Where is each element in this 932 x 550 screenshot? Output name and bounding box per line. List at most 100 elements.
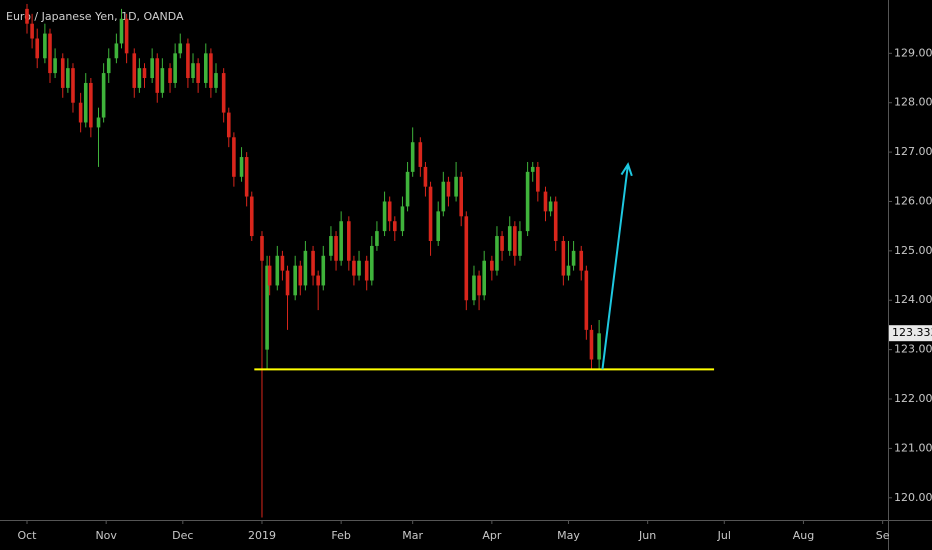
candle-body: [275, 255, 280, 286]
candle-body: [48, 33, 52, 74]
y-tick-label: 121.000: [894, 441, 932, 454]
candle-body: [321, 255, 326, 286]
x-tick-label: Aug: [793, 529, 814, 542]
candle-body: [482, 260, 486, 296]
candle-body: [35, 38, 40, 59]
x-tick-label: Feb: [331, 529, 350, 542]
y-tick-label: 128.000: [894, 96, 932, 109]
candle-body: [454, 176, 458, 197]
y-tick-label: 126.000: [894, 194, 932, 207]
candle-body: [571, 250, 576, 266]
candle-body: [203, 53, 208, 83]
candle-body: [370, 245, 374, 281]
candle-body: [459, 176, 464, 217]
candle-body: [382, 201, 387, 232]
y-tick-label: 124.000: [894, 293, 932, 306]
candle-body: [428, 186, 433, 241]
candle-body: [267, 265, 272, 286]
candle-body: [553, 201, 558, 241]
candle-body: [566, 265, 571, 276]
candle-body: [589, 329, 594, 360]
candle-body: [244, 157, 249, 197]
arrow-shaft: [601, 164, 629, 370]
candle-body: [191, 63, 195, 79]
candle-body: [137, 68, 142, 88]
candle-body: [490, 260, 494, 271]
last-price-tag: [889, 325, 932, 342]
candle-body: [106, 58, 111, 74]
x-tick-label: Apr: [482, 529, 502, 542]
candle-body: [525, 171, 530, 232]
candle-body: [150, 58, 154, 79]
candle-body: [66, 68, 70, 88]
candle-body: [387, 201, 392, 222]
candle-body: [446, 181, 451, 197]
arrow-head: [620, 162, 633, 177]
candle-body: [101, 73, 106, 118]
y-tick-label: 122.000: [894, 392, 932, 405]
candle-body: [178, 43, 183, 54]
candle-body: [584, 270, 589, 330]
candle-body: [298, 265, 303, 286]
candle-body: [495, 236, 499, 271]
candle-body: [25, 8, 29, 24]
candle-body: [30, 23, 34, 39]
candle-body: [530, 166, 535, 172]
candle-body: [347, 221, 351, 261]
candle-body: [597, 333, 601, 360]
candle-body: [260, 236, 264, 261]
candle-body: [53, 58, 57, 74]
candle-body: [536, 166, 540, 192]
candle-body: [436, 211, 441, 241]
candle-body: [78, 102, 83, 123]
x-tick-label: Nov: [95, 529, 117, 542]
candle-body: [265, 265, 269, 350]
candle-body: [119, 18, 124, 44]
candle-body: [89, 82, 93, 128]
candle-body: [500, 236, 504, 251]
candle-body: [293, 265, 297, 296]
candle-body: [405, 171, 410, 207]
candle-body: [375, 231, 379, 246]
candle-body: [441, 181, 446, 212]
x-tick-label: Jul: [717, 529, 731, 542]
candle-body: [392, 221, 397, 232]
candle-body: [507, 226, 512, 251]
x-tick-label: Jun: [638, 529, 656, 542]
candle-body: [221, 73, 226, 113]
candle-body: [400, 206, 405, 232]
x-tick-label: Mar: [402, 529, 423, 542]
candle-body: [124, 18, 129, 54]
candle-body: [329, 236, 333, 256]
candle-body: [280, 255, 285, 271]
candle-body: [561, 240, 566, 276]
candle-body: [418, 142, 423, 167]
candle-body: [83, 82, 88, 123]
candle-body: [316, 275, 320, 286]
candle-body: [334, 236, 338, 261]
y-tick-label: 129.000: [894, 46, 932, 59]
x-tick-label: Oct: [17, 529, 37, 542]
candle-body: [352, 260, 356, 276]
last-price-label: 123.333: [892, 326, 932, 339]
candle-body: [339, 221, 343, 261]
candle-body: [364, 260, 369, 281]
y-tick-label: 120.000: [894, 491, 932, 504]
candle-body: [548, 201, 553, 212]
candle-body: [168, 68, 172, 83]
candle-body: [186, 43, 190, 79]
candle-body: [142, 68, 147, 79]
candle-body: [543, 191, 548, 212]
candle-body: [232, 137, 236, 177]
candle-body: [423, 166, 428, 187]
candle-body: [214, 73, 218, 88]
x-tick-label: Dec: [172, 529, 193, 542]
candle-body: [477, 275, 481, 296]
candle-body: [311, 250, 315, 276]
candle-body: [579, 250, 584, 271]
x-tick-label: Se: [876, 529, 890, 542]
y-tick-label: 123.000: [894, 343, 932, 356]
candle-body: [132, 53, 137, 88]
candle-body: [114, 43, 119, 59]
candle-body: [357, 260, 361, 276]
